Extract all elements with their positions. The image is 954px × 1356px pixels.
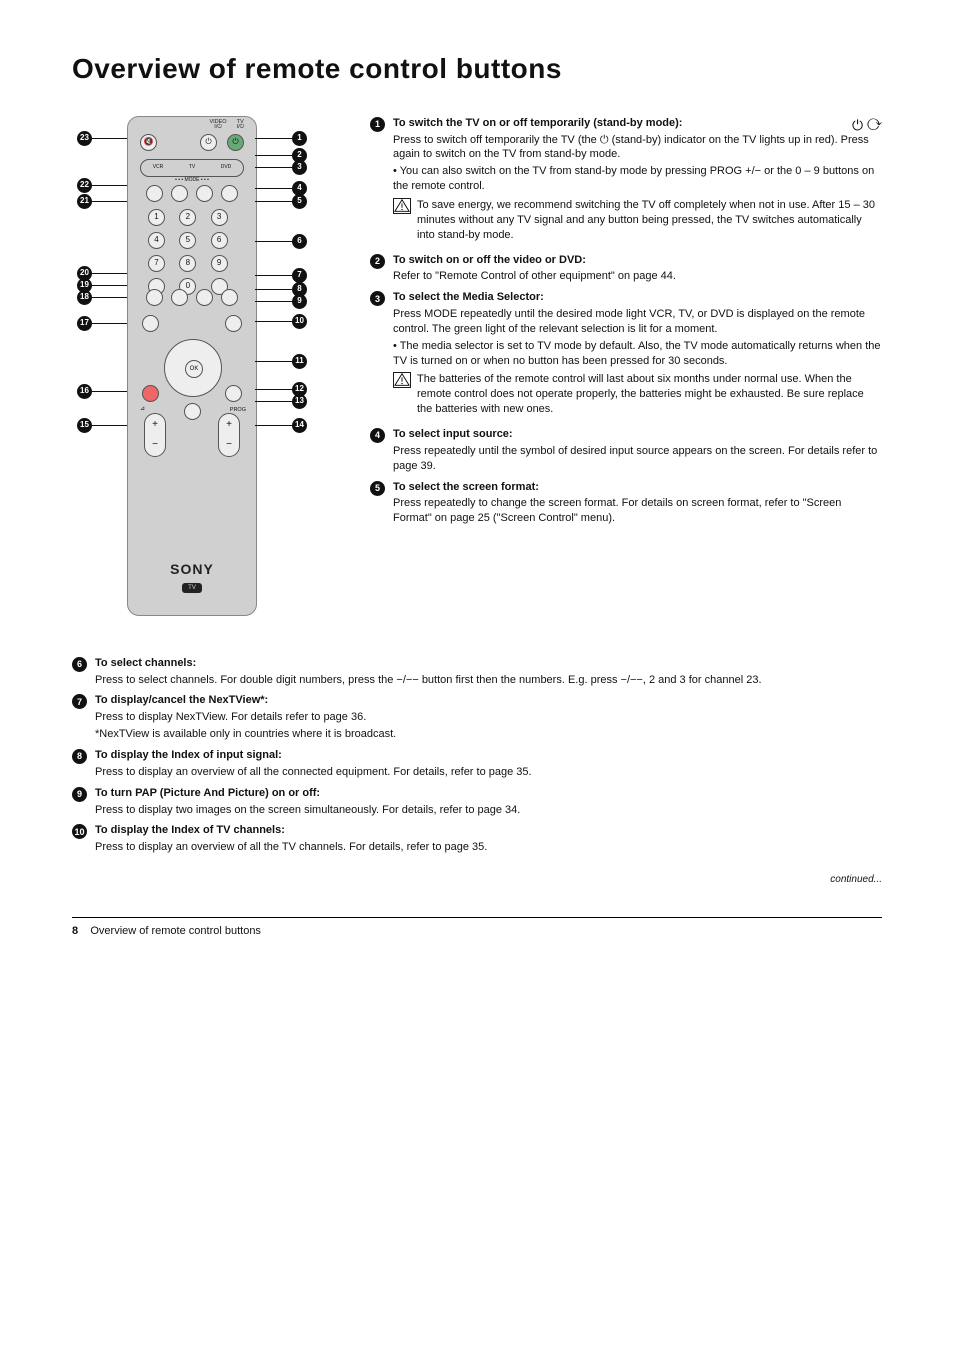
descriptions-bottom: 6To select channels:Press to select chan… <box>72 656 882 855</box>
tv-power: ⏻ <box>227 134 244 151</box>
desc-head: To select the screen format: <box>393 480 882 495</box>
menu-button <box>225 385 242 402</box>
callout-badge: 22 <box>77 178 92 193</box>
item-badge: 6 <box>72 657 87 672</box>
desc-head: To switch the TV on or off temporarily (… <box>393 116 882 131</box>
item-badge: 8 <box>72 749 87 764</box>
item-badge: 5 <box>370 481 385 496</box>
warning-icon <box>393 372 411 388</box>
item-badge: 7 <box>72 694 87 709</box>
callout-badge: 18 <box>77 290 92 305</box>
desc-head: To turn PAP (Picture And Picture) on or … <box>95 786 882 801</box>
desc-item: 8To display the Index of input signal:Pr… <box>72 748 882 780</box>
desc-head: To select the Media Selector: <box>393 290 882 305</box>
item-badge: 3 <box>370 291 385 306</box>
callout-badge: 7 <box>292 268 307 283</box>
callout-badge: 16 <box>77 384 92 399</box>
item-badge: 4 <box>370 428 385 443</box>
descriptions-top: 1 To switch the TV on or off temporarily … <box>370 116 882 532</box>
desc-head: To display the Index of TV channels: <box>95 823 882 838</box>
callout-badge: 21 <box>77 194 92 209</box>
callout-badge: 6 <box>292 234 307 249</box>
mode-selector: VCRTVDVD <box>140 159 244 177</box>
callout-badge: 10 <box>292 314 307 329</box>
item-badge: 2 <box>370 254 385 269</box>
continued-label: continued... <box>72 873 882 887</box>
desc-item: 1 To switch the TV on or off temporarily … <box>370 116 882 247</box>
remote-illustration: VIDEOI/⏻ TVI/⏻ 🔇 ⏻ ⏻ VCRTVDVD • • • MODE… <box>72 116 342 636</box>
desc-item: 7To display/cancel the NexTView*:Press t… <box>72 693 882 742</box>
volume-rocker: +− <box>144 413 166 457</box>
callout-badge: 11 <box>292 354 307 369</box>
item-badge: 10 <box>72 824 87 839</box>
page-title: Overview of remote control buttons <box>72 50 882 88</box>
callout-badge: 3 <box>292 160 307 175</box>
callout-badge: 5 <box>292 194 307 209</box>
item-badge: 1 <box>370 117 385 132</box>
callout-badge: 15 <box>77 418 92 433</box>
video-power: ⏻ <box>200 134 217 151</box>
item-badge: 9 <box>72 787 87 802</box>
callout-badge: 14 <box>292 418 307 433</box>
desc-item: 2To switch on or off the video or DVD:Re… <box>370 253 882 285</box>
desc-item: 9 To turn PAP (Picture And Picture) on or… <box>72 786 882 818</box>
brand-label: SONY <box>128 560 256 579</box>
desc-item: 6To select channels:Press to select chan… <box>72 656 882 688</box>
mute-button: 🔇 <box>140 134 157 151</box>
callout-badge: 9 <box>292 294 307 309</box>
nav-pad: OK <box>164 339 222 397</box>
callout-badge: 1 <box>292 131 307 146</box>
rec-button <box>142 385 159 402</box>
callout-badge: 17 <box>77 316 92 331</box>
desc-head: To select input source: <box>393 427 882 442</box>
prog-rocker: +− <box>218 413 240 457</box>
desc-item: 10To display the Index of TV channels:Pr… <box>72 823 882 855</box>
desc-head: To display the Index of input signal: <box>95 748 882 763</box>
desc-head: To switch on or off the video or DVD: <box>393 253 882 268</box>
desc-head: To select channels: <box>95 656 882 671</box>
desc-item: 4To select input source:Press repeatedly… <box>370 427 882 474</box>
desc-head: To display/cancel the NexTView*: <box>95 693 882 708</box>
desc-item: 3To select the Media Selector:Press MODE… <box>370 290 882 421</box>
remote-body: VIDEOI/⏻ TVI/⏻ 🔇 ⏻ ⏻ VCRTVDVD • • • MODE… <box>127 116 257 616</box>
page-footer: 8 Overview of remote control buttons <box>72 917 882 939</box>
power-icon: ⏻ ⟳ <box>852 116 882 135</box>
callout-badge: 23 <box>77 131 92 146</box>
desc-item: 5To select the screen format:Press repea… <box>370 480 882 527</box>
callout-badge: 13 <box>292 394 307 409</box>
warning-icon <box>393 198 411 214</box>
